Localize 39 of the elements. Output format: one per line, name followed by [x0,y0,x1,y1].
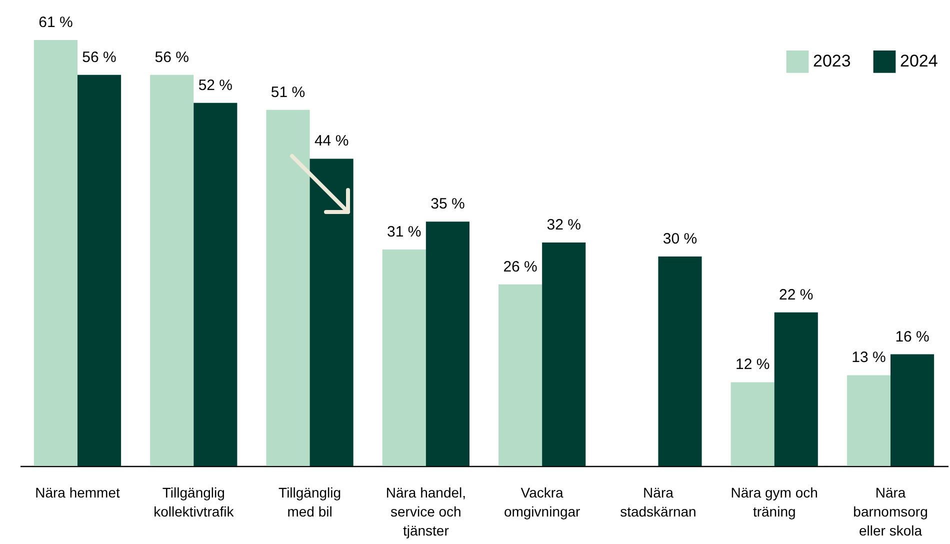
x-tick-label: Tillgänglig kollektivtrafik [154,484,235,520]
data-label: 26 % [503,258,538,276]
x-tick-label: Tillgänglig med bil [278,484,342,520]
x-tick-label: Vackra omgivningar [504,484,581,520]
data-label: 44 % [314,132,349,150]
bar [730,382,774,466]
data-label: 35 % [430,196,465,213]
data-label: 56 % [154,48,189,66]
bar [266,110,310,466]
data-label: 30 % [662,230,698,248]
data-label: 61 % [38,14,73,31]
bar [846,375,891,466]
x-tick-label: Nära handel, service och tjänster [386,484,466,538]
data-label: 56 % [82,48,116,66]
data-label: 13 % [852,349,886,366]
x-tick-label: Nära stadskärnan [620,484,696,520]
x-tick-label: Nära hemmet [35,484,120,500]
x-tick-label: Nära gym och träning [730,484,818,520]
x-tick-label: Nära barnomsorg eller skola [853,484,928,538]
bar [498,284,542,466]
legend-label: 2023 [813,52,851,71]
data-label: 12 % [735,356,770,374]
bar [382,250,426,466]
bar [150,74,194,466]
bar [426,222,470,466]
bar [34,40,78,466]
bar [658,256,702,466]
bar [77,74,122,466]
bar [542,242,586,466]
bar [890,354,934,466]
data-label: 31 % [387,224,422,241]
data-label: 32 % [546,216,581,234]
data-label: 22 % [779,286,814,304]
legend-label: 2024 [900,52,938,71]
bar [194,102,238,466]
data-label: 16 % [895,328,930,346]
data-label: 52 % [198,76,233,94]
bar [774,312,818,466]
data-label: 51 % [270,84,306,101]
